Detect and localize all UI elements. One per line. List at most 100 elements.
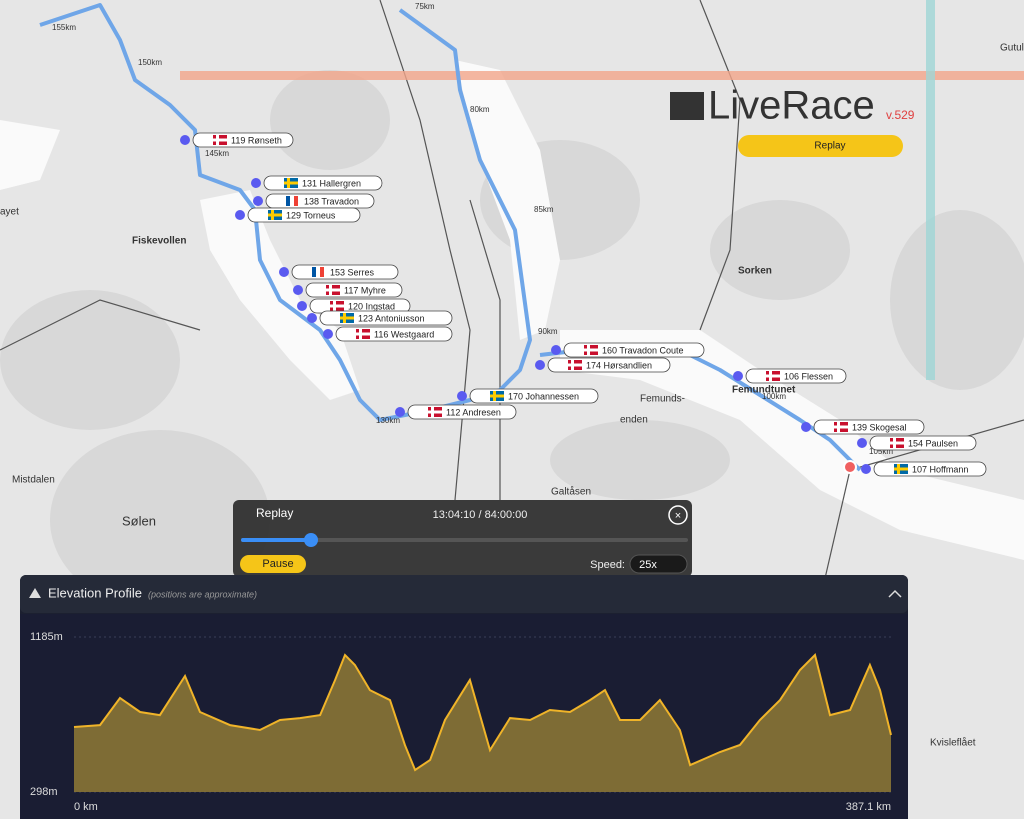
player-time: 13:04:10 / 84:00:00 <box>433 509 528 521</box>
rider-flag <box>431 407 434 417</box>
replay-button-label[interactable]: Replay <box>814 141 845 152</box>
rider-flag <box>587 345 590 355</box>
rider-flag <box>326 288 340 292</box>
rider-name[interactable]: 106 Flessen <box>784 371 833 381</box>
rider-flag <box>294 196 298 206</box>
rider-flag <box>316 267 320 277</box>
rider-dot[interactable] <box>861 464 871 474</box>
logo-flag <box>670 92 704 120</box>
rider-dot[interactable] <box>297 301 307 311</box>
rider-name[interactable]: 123 Antoniusson <box>358 313 425 323</box>
riders: 119 Rønseth 131 Hallergren 138 Travadon 129… <box>180 132 987 477</box>
progress-fill <box>241 538 311 542</box>
rider-flag <box>216 135 219 145</box>
place-name: Gutul <box>1000 43 1024 54</box>
rider-dot[interactable] <box>251 178 261 188</box>
rider-name[interactable]: 116 Westgaard <box>374 329 434 339</box>
rider-name[interactable]: 153 Serres <box>330 267 375 277</box>
km-marker: 75km <box>415 2 435 11</box>
speed-select[interactable] <box>629 554 688 574</box>
rider-name[interactable]: 120 Ingstad <box>348 301 395 311</box>
rider-name[interactable]: 139 Skogesal <box>852 422 907 432</box>
rider-flag <box>284 181 298 185</box>
logo-version: v.529 <box>886 108 915 122</box>
place-name: Femunds- <box>640 394 685 405</box>
rider-flag <box>320 267 324 277</box>
rider-name[interactable]: 112 Andresen <box>446 407 501 417</box>
rider-name[interactable]: 107 Hoffmann <box>912 464 968 474</box>
rider-dot[interactable] <box>307 313 317 323</box>
rider-dot[interactable] <box>801 422 811 432</box>
rider-flag <box>490 394 504 398</box>
elevation-line <box>73 653 892 772</box>
rider-dot[interactable] <box>293 285 303 295</box>
elevation-area <box>74 655 891 792</box>
rider-flag <box>340 316 354 320</box>
elevation-header <box>20 575 908 613</box>
rider-flag <box>271 210 274 220</box>
elevation-title: Elevation Profile <box>48 585 142 600</box>
terrain <box>0 70 1024 610</box>
close-icon[interactable]: × <box>675 510 681 522</box>
place-name: Kvisleflået <box>930 737 976 749</box>
rider-flag <box>268 213 282 217</box>
rider-flag <box>329 285 332 295</box>
pause-button[interactable] <box>240 555 306 573</box>
km-marker: 130km <box>376 416 400 425</box>
rider-dot[interactable] <box>323 329 333 339</box>
rider-flag <box>359 329 362 339</box>
rider-name[interactable]: 119 Rønseth <box>231 135 282 145</box>
rider-flag <box>330 304 344 308</box>
rider-dot[interactable] <box>733 371 743 381</box>
progress-track[interactable] <box>241 538 688 542</box>
replay-button[interactable] <box>738 135 903 157</box>
player-title: Replay <box>256 506 293 520</box>
rider-dot[interactable] <box>551 345 561 355</box>
rider-flag <box>428 410 442 414</box>
elevation-icon <box>29 588 41 598</box>
route <box>39 3 532 422</box>
rider-flag <box>584 348 598 352</box>
rider-flag <box>343 313 346 323</box>
rider-dot[interactable] <box>857 438 867 448</box>
close-button[interactable] <box>668 505 688 525</box>
rider-name[interactable]: 160 Travadon Coute <box>602 345 684 355</box>
rider-dot[interactable] <box>535 360 545 370</box>
pause-label[interactable]: Pause <box>262 558 293 570</box>
rider-dot[interactable] <box>395 407 405 417</box>
rider-dot[interactable] <box>235 210 245 220</box>
place-name: Femundtunet <box>732 385 796 396</box>
replay-player: Replay 13:04:10 / 84:00:00 × Pause Speed… <box>233 500 692 577</box>
rider-name[interactable]: 154 Paulsen <box>908 438 958 448</box>
rider-dot[interactable] <box>180 135 190 145</box>
place-name: Galtåsen <box>551 486 591 498</box>
rider-flag <box>571 360 574 370</box>
collapse-button[interactable] <box>888 589 902 598</box>
progress-knob[interactable] <box>304 533 318 547</box>
rider-name[interactable]: 129 Torneus <box>286 210 336 220</box>
km-marker: 155km <box>52 23 76 32</box>
rider-dot[interactable] <box>253 196 263 206</box>
place-name: Fiskevollen <box>132 236 186 247</box>
rider-label-bg[interactable] <box>563 342 705 358</box>
lakes <box>0 60 1024 560</box>
rider-flag <box>312 267 316 277</box>
y-tick-label: 1185m <box>30 631 63 643</box>
rider-name[interactable]: 174 Hørsandlien <box>586 360 652 370</box>
rider-name[interactable]: 131 Hallergren <box>302 178 361 188</box>
rider-flag <box>333 301 336 311</box>
place-name: Sølen <box>122 513 156 528</box>
rider-flag <box>287 178 290 188</box>
speed-value[interactable]: 25x <box>639 559 657 571</box>
place-name: enden <box>620 415 648 426</box>
rider-name[interactable]: 138 Travadon <box>304 196 359 206</box>
rider-name[interactable]: 170 Johannessen <box>508 391 579 401</box>
rider-dot[interactable] <box>457 391 467 401</box>
rider-dot[interactable] <box>279 267 289 277</box>
logo-text: LiveRace <box>708 84 875 128</box>
rider-name[interactable]: 117 Myhre <box>344 285 386 295</box>
km-marker: 85km <box>534 205 554 214</box>
rider-flag <box>568 363 582 367</box>
